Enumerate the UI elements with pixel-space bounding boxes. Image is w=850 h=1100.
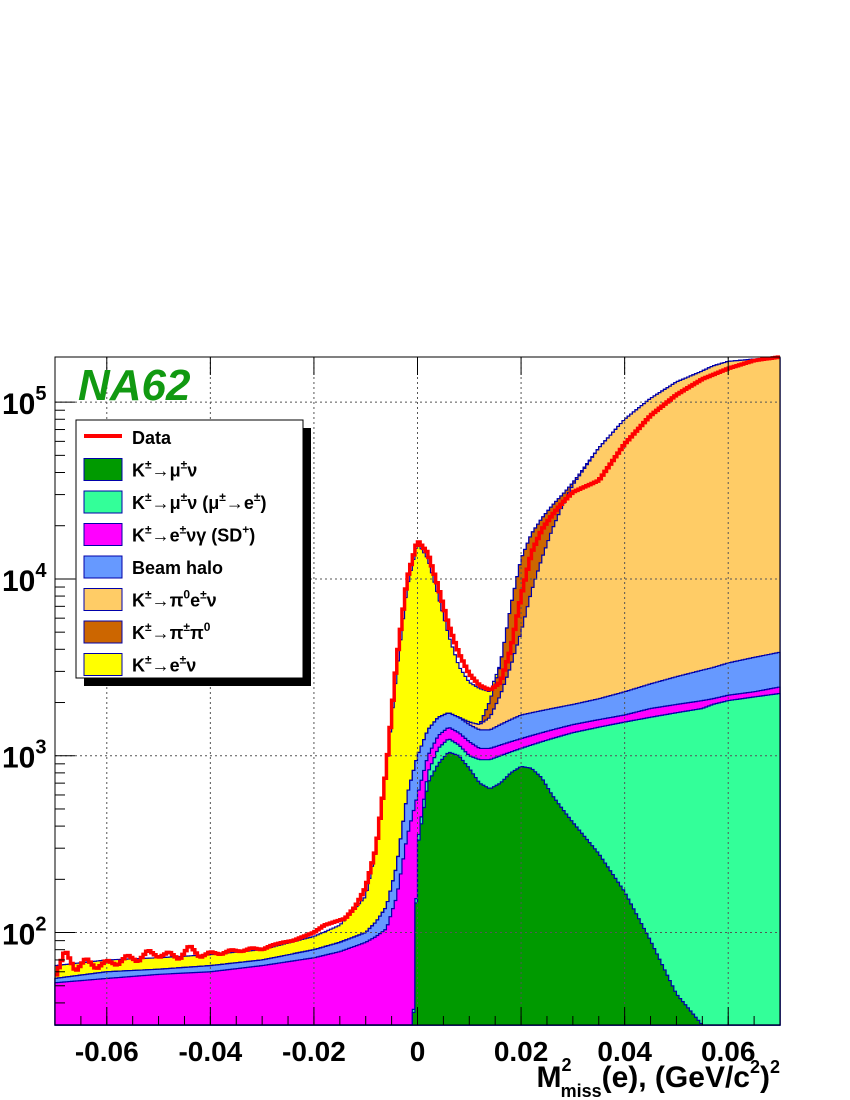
- x-tick-label: -0.02: [282, 1036, 346, 1067]
- x-tick-label: 0: [410, 1036, 426, 1067]
- x-tick-label: -0.04: [178, 1036, 242, 1067]
- experiment-label: NA62: [78, 361, 191, 410]
- axis-ticks: -0.06 -0.04 -0.02 0 0.02 0.04 0.06 102 103 104 105: [2, 357, 781, 1067]
- data-series-line: [55, 355, 780, 977]
- legend-label-ke2g_sd: K±→e±νγ (SD+): [132, 523, 255, 546]
- legend-label-kmu2: K±→μ±ν: [132, 458, 197, 481]
- legend-label-halo: Beam halo: [132, 558, 223, 578]
- x-tick-label: 0.04: [597, 1036, 652, 1067]
- legend-label-ke3: K±→π0e±ν: [132, 588, 217, 611]
- legend-swatch-ke3: [83, 588, 123, 611]
- y-tick-label: 104: [2, 560, 47, 598]
- y-tick-label: 105: [2, 383, 47, 421]
- x-axis-label: M2 miss(e), (GeV/c2)2: [537, 1055, 780, 1100]
- legend-swatch-kmu2_decay: [83, 490, 123, 514]
- legend: Data K±→μ±ν K±→μ±ν (μ±→e±) K±→e±νγ (SD+) Bea…: [75, 419, 311, 686]
- legend-swatch-halo: [83, 555, 123, 579]
- legend-swatch-k2pi: [83, 620, 123, 644]
- data-line-layer: [55, 355, 780, 977]
- x-tick-label: 0.02: [494, 1036, 549, 1067]
- legend-swatch-kmu2: [83, 458, 123, 481]
- legend-swatch-ke2: [83, 653, 123, 676]
- x-axis-title: M2 miss(e), (GeV/c2)2: [537, 1055, 780, 1100]
- legend-swatch-ke2g_sd: [83, 523, 123, 546]
- x-tick-label: -0.06: [75, 1036, 139, 1067]
- legend-label-ke2: K±→e±ν: [132, 653, 196, 676]
- legend-entries: Data K±→μ±ν K±→μ±ν (μ±→e±) K±→e±νγ (SD+) Bea…: [83, 428, 266, 676]
- legend-label-k2pi: K±→π±π0: [132, 620, 211, 643]
- legend-label-data: Data: [132, 428, 172, 448]
- x-tick-label: 0.06: [701, 1036, 756, 1067]
- legend-label-kmu2_decay: K±→μ±ν (μ±→e±): [132, 490, 266, 513]
- y-tick-label: 103: [2, 737, 47, 775]
- y-tick-label: 102: [2, 914, 47, 952]
